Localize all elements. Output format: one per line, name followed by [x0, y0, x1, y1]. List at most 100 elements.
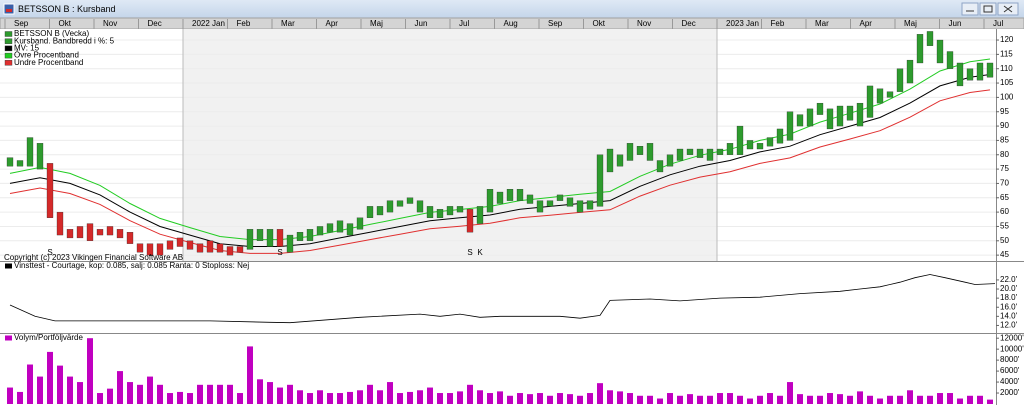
price-bar [836, 105, 844, 127]
volume-bar [627, 393, 633, 404]
volume-bar [957, 398, 963, 404]
legend-label: MV: 15 [14, 44, 40, 53]
volume-bar [447, 393, 453, 404]
price-bar [746, 140, 754, 150]
price-bar [86, 223, 94, 241]
price-bar [866, 85, 874, 118]
panel-title: Vinsttest - Courtage, kop: 0.085, salj: … [14, 261, 249, 270]
price-bar [686, 148, 694, 155]
price-bar [366, 206, 374, 218]
y-tick-label: 110 [1000, 64, 1013, 73]
volume-bar [157, 384, 163, 404]
month-label: Dec [682, 19, 696, 28]
y-tick-label: 12000' [1000, 333, 1024, 342]
price-bar [486, 189, 494, 213]
volume-bar [457, 391, 463, 404]
price-bar [536, 200, 544, 213]
volume-bar [257, 379, 263, 404]
price-bar [726, 143, 734, 155]
minimize-button[interactable] [961, 2, 979, 16]
price-bar [546, 200, 554, 207]
volume-bar [147, 376, 153, 404]
title-bar [0, 0, 1024, 18]
volume-bar [667, 393, 673, 404]
y-tick-label: 115 [1000, 49, 1013, 58]
price-bar [566, 197, 574, 207]
price-bar [466, 209, 474, 233]
price-bar [376, 206, 384, 216]
volume-bar [307, 393, 313, 404]
price-bar [626, 143, 634, 161]
month-label: Feb [771, 19, 785, 28]
price-bar [6, 157, 14, 167]
price-bar [156, 243, 164, 256]
y-tick-label: 100 [1000, 93, 1014, 102]
volume-bar [227, 384, 233, 404]
price-bar [966, 68, 974, 81]
price-bar [876, 88, 884, 104]
month-label: Maj [904, 19, 917, 28]
volume-bar [617, 391, 623, 404]
legend-label: Övre Procentband [14, 51, 79, 60]
volume-bar [867, 395, 873, 404]
volume-bar [497, 391, 503, 404]
price-bar [186, 240, 194, 250]
price-bar [916, 34, 924, 64]
price-bar [576, 200, 584, 213]
price-bar [676, 148, 684, 161]
price-bar [266, 229, 274, 247]
volume-bar [977, 395, 983, 404]
price-bar [106, 226, 114, 236]
maximize-button[interactable] [979, 2, 997, 16]
price-bar [766, 137, 774, 147]
volume-bar [817, 395, 823, 404]
volume-bar [747, 398, 753, 404]
price-bar [596, 154, 604, 207]
y-tick-label: 85 [1000, 136, 1009, 145]
price-bar [96, 229, 104, 236]
volume-bar [687, 394, 693, 404]
profit-panel [0, 262, 996, 333]
y-tick-label: 22.0' [1000, 275, 1018, 284]
chart-layer: 45 50 55 60 65 70 75 80 85 90 95 100 105 110 115 120 Sep… [0, 19, 1024, 404]
y-tick-label: 10000' [1000, 344, 1024, 353]
volume-bar [17, 391, 23, 404]
y-tick-label: 20.0' [1000, 284, 1018, 293]
price-bar [416, 200, 424, 213]
price-bar [206, 240, 214, 253]
y-tick-label: 18.0' [1000, 293, 1018, 302]
price-bar [406, 197, 414, 204]
volume-bar [727, 393, 733, 404]
volume-bar [117, 371, 123, 404]
volume-bar [967, 395, 973, 404]
y-tick-label: 60 [1000, 207, 1009, 216]
price-bar [846, 105, 854, 121]
y-tick-label: 95 [1000, 107, 1009, 116]
price-bar [126, 232, 134, 244]
price-bar [556, 194, 564, 201]
month-label: Apr [860, 19, 873, 28]
month-label: Jul [993, 19, 1003, 28]
price-bar [476, 206, 484, 224]
month-label: Feb [237, 19, 251, 28]
y-tick-label: 2000' [1000, 388, 1020, 397]
price-bar [326, 223, 334, 233]
copyright: Copyright (c) 2023 Vikingen Financial So… [4, 253, 183, 262]
y-tick-label: 105 [1000, 78, 1014, 87]
volume-bar [137, 384, 143, 404]
price-bar [826, 108, 834, 130]
price-bar [386, 200, 394, 213]
volume-bar [347, 391, 353, 404]
volume-bar [717, 393, 723, 404]
volume-bar [607, 390, 613, 404]
volume-bar [567, 394, 573, 404]
price-bar [116, 229, 124, 239]
signal-label: S [277, 248, 282, 257]
volume-bar [887, 395, 893, 404]
month-label: Dec [148, 19, 162, 28]
price-bar [706, 148, 714, 161]
month-label: Jul [459, 19, 469, 28]
volume-bar [367, 384, 373, 404]
month-label: Okt [59, 19, 72, 28]
volume-bar [767, 393, 773, 404]
